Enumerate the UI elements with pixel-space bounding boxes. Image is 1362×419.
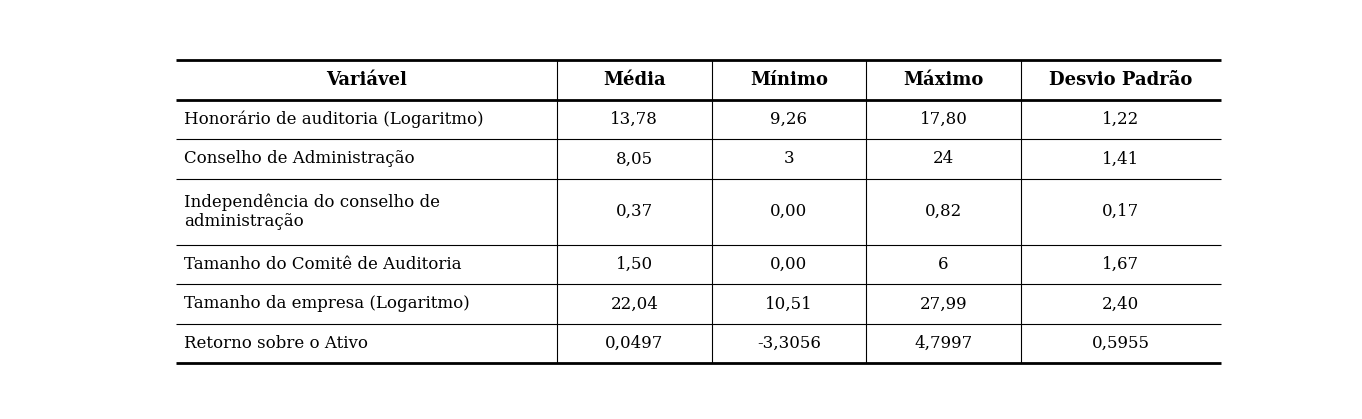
Text: 0,17: 0,17 (1102, 203, 1140, 220)
Text: Mínimo: Mínimo (750, 71, 828, 89)
Text: 24: 24 (933, 150, 955, 167)
Text: Retorno sobre o Ativo: Retorno sobre o Ativo (184, 335, 368, 352)
Text: 1,50: 1,50 (616, 256, 652, 273)
Text: 0,00: 0,00 (771, 256, 808, 273)
Text: 0,5955: 0,5955 (1092, 335, 1150, 352)
Text: Média: Média (603, 71, 666, 89)
Text: Tamanho da empresa (Logaritmo): Tamanho da empresa (Logaritmo) (184, 295, 470, 313)
Text: -3,3056: -3,3056 (757, 335, 821, 352)
Text: Máximo: Máximo (903, 71, 983, 89)
Text: 8,05: 8,05 (616, 150, 652, 167)
Text: 1,41: 1,41 (1102, 150, 1140, 167)
Text: 4,7997: 4,7997 (914, 335, 972, 352)
Text: 0,82: 0,82 (925, 203, 962, 220)
Text: 27,99: 27,99 (919, 295, 967, 313)
Text: 9,26: 9,26 (771, 111, 808, 128)
Text: 17,80: 17,80 (919, 111, 967, 128)
Text: Independência do conselho de
administração: Independência do conselho de administraç… (184, 193, 440, 230)
Text: Conselho de Administração: Conselho de Administração (184, 150, 414, 167)
Text: 0,37: 0,37 (616, 203, 652, 220)
Text: 3: 3 (783, 150, 794, 167)
Text: Honorário de auditoria (Logaritmo): Honorário de auditoria (Logaritmo) (184, 111, 484, 128)
Text: 13,78: 13,78 (610, 111, 658, 128)
Text: 1,67: 1,67 (1102, 256, 1139, 273)
Text: 0,0497: 0,0497 (605, 335, 663, 352)
Text: 0,00: 0,00 (771, 203, 808, 220)
Text: Variável: Variável (326, 71, 407, 89)
Text: 10,51: 10,51 (765, 295, 813, 313)
Text: 22,04: 22,04 (610, 295, 658, 313)
Text: Tamanho do Comitê de Auditoria: Tamanho do Comitê de Auditoria (184, 256, 462, 273)
Text: 1,22: 1,22 (1102, 111, 1140, 128)
Text: Desvio Padrão: Desvio Padrão (1049, 71, 1192, 89)
Text: 6: 6 (938, 256, 949, 273)
Text: 2,40: 2,40 (1102, 295, 1140, 313)
